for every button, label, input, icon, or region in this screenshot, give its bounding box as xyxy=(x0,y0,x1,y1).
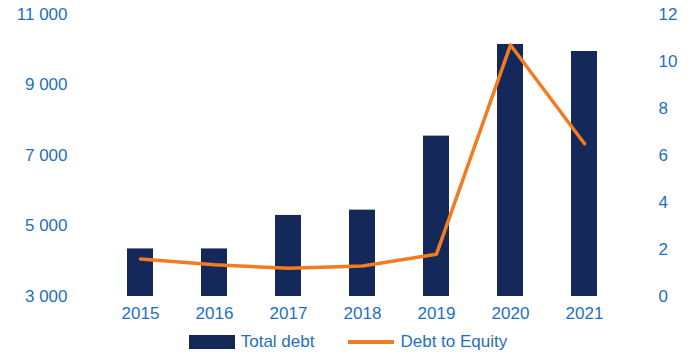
svg-text:2015: 2015 xyxy=(122,304,160,323)
svg-text:3 000: 3 000 xyxy=(25,287,68,306)
svg-text:6: 6 xyxy=(659,146,668,165)
svg-text:2019: 2019 xyxy=(418,304,456,323)
html-text:Debt to Equity: Debt to Equity xyxy=(400,332,508,351)
svg-text:0: 0 xyxy=(659,287,668,306)
svg-text:12: 12 xyxy=(659,5,678,24)
svg-text:2: 2 xyxy=(659,240,668,259)
svg-text:2021: 2021 xyxy=(566,304,604,323)
svg-text:4: 4 xyxy=(659,193,668,212)
svg-text:5 000: 5 000 xyxy=(25,216,68,235)
svg-text:7 000: 7 000 xyxy=(25,146,68,165)
svg-text:2018: 2018 xyxy=(344,304,382,323)
svg-text:2020: 2020 xyxy=(492,304,530,323)
svg-text:8: 8 xyxy=(659,99,668,118)
svg-text:10: 10 xyxy=(659,52,678,71)
svg-text:9 000: 9 000 xyxy=(25,75,68,94)
svg-text:2017: 2017 xyxy=(270,304,308,323)
html-text:Total debt: Total debt xyxy=(240,332,315,351)
svg-text:2016: 2016 xyxy=(196,304,234,323)
svg-text:11 000: 11 000 xyxy=(17,5,68,24)
